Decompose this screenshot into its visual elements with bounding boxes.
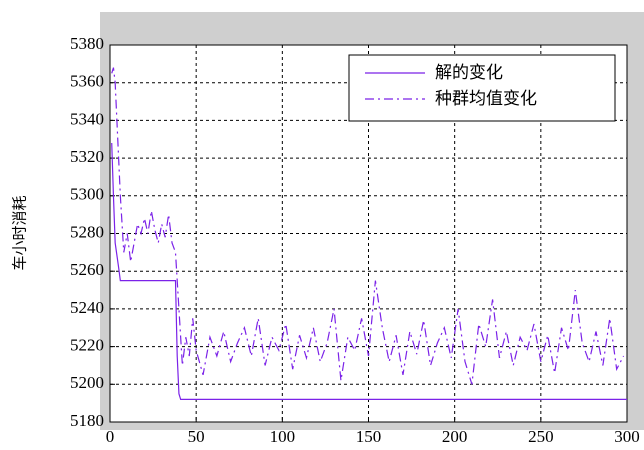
y-tick-label: 5320	[70, 147, 104, 166]
data-line	[111, 143, 627, 400]
y-tick-label: 5340	[70, 109, 104, 128]
data-line	[111, 67, 625, 385]
x-tick-label: 100	[270, 427, 296, 446]
x-tick-label: 50	[188, 427, 205, 446]
x-tick-label: 0	[106, 427, 115, 446]
x-tick-label: 300	[614, 427, 640, 446]
y-axis-label: 车小时消耗	[11, 195, 29, 270]
legend-label: 解的变化	[435, 63, 503, 83]
x-tick-label: 250	[528, 427, 554, 446]
x-tick-label: 200	[442, 427, 468, 446]
legend-box	[348, 54, 616, 122]
axes-box	[109, 44, 628, 423]
y-tick-label: 5280	[70, 222, 104, 241]
y-tick-label: 5180	[70, 411, 104, 430]
legend-label: 种群均值变化	[435, 89, 537, 109]
y-tick-label: 5240	[70, 298, 104, 317]
y-tick-label: 5260	[70, 260, 104, 279]
y-tick-label: 5360	[70, 72, 104, 91]
x-tick-label: 150	[356, 427, 382, 446]
y-tick-label: 5200	[70, 373, 104, 392]
y-tick-label: 5380	[70, 34, 104, 53]
y-tick-label: 5300	[70, 185, 104, 204]
y-tick-label: 5220	[70, 336, 104, 355]
